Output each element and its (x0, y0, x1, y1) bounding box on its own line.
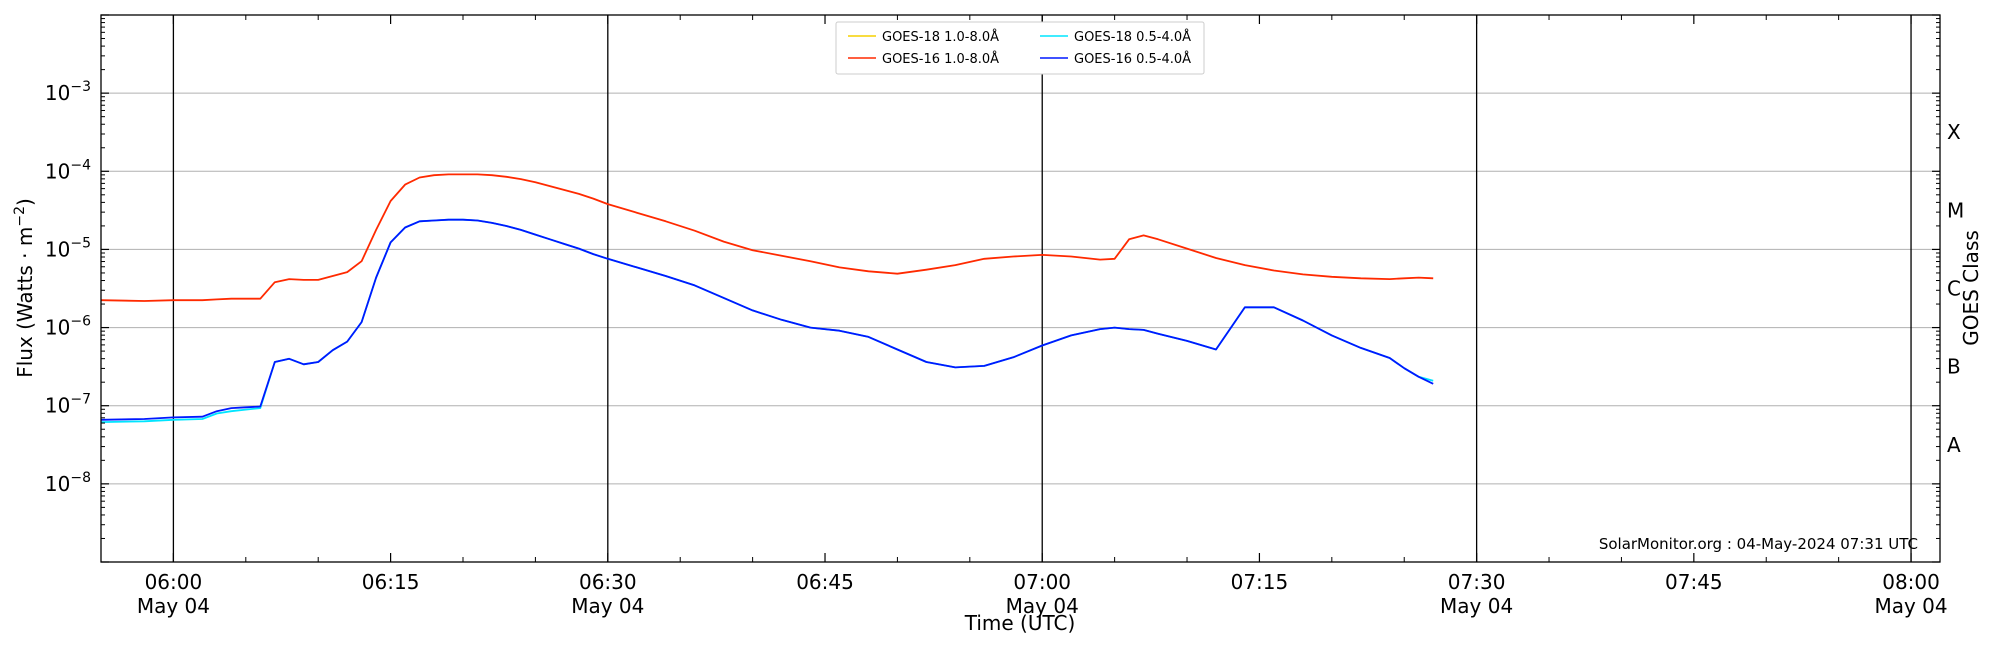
grid-layer (101, 92, 1940, 485)
legend: GOES-18 1.0-8.0Å GOES-16 1.0-8.0Å GOES-18 … (835, 21, 1205, 75)
solarmonitor-watermark: SolarMonitor.org : 04-May-2024 07:31 UTC (1599, 535, 1918, 553)
goes-class-label: A (1947, 433, 1961, 457)
x-tick-label: 08:00 (1882, 570, 1940, 594)
vertical-day-lines (172, 15, 1912, 562)
y-tick-label-exponent: −3 (70, 79, 91, 95)
x-tick-label: 06:00 (145, 570, 203, 594)
plot-frame (100, 14, 1941, 563)
y-tick-label: 10−5 (45, 235, 91, 261)
x-tick-date-label: May 04 (1006, 594, 1079, 618)
y-axis-title: Flux (Watts · m−2) (12, 198, 37, 378)
y-tick-label-exponent: −6 (70, 314, 91, 330)
y-tick-label-base: 10 (45, 159, 70, 183)
x-tick-date-label: May 04 (1440, 594, 1513, 618)
goes-class-label: B (1947, 355, 1961, 379)
y-tick-label-exponent: −7 (70, 392, 91, 408)
x-tick-label: 07:30 (1448, 570, 1506, 594)
y-tick-label: 10−3 (45, 79, 91, 105)
legend-label: GOES-16 0.5-4.0Å (1074, 51, 1191, 67)
legend-box (835, 21, 1205, 75)
y-tick-label-exponent: −4 (70, 157, 91, 173)
y-tick-label-base: 10 (45, 394, 70, 418)
y-axis-title-main: Flux (Watts · m (13, 227, 37, 378)
x-tick-label: 07:15 (1231, 570, 1289, 594)
y-tick-label-base: 10 (45, 237, 70, 261)
tick-layer (100, 14, 1940, 563)
x-tick-date-label: May 04 (1874, 594, 1947, 618)
y-tick-label-base: 10 (45, 81, 70, 105)
series-line-2 (100, 218, 1434, 421)
y-tick-label-exponent: −8 (70, 470, 91, 486)
x-tick-label: 07:45 (1665, 570, 1723, 594)
goes-class-label: X (1947, 120, 1961, 144)
y-axis-title-close: ) (13, 198, 37, 206)
x-tick-label: 07:00 (1013, 570, 1071, 594)
y-tick-label: 10−6 (45, 314, 91, 340)
legend-label: GOES-18 0.5-4.0Å (1074, 29, 1191, 45)
goes-class-label: C (1947, 277, 1961, 301)
y-axis-title-exponent: −2 (12, 206, 28, 227)
y-tick-label: 10−8 (45, 470, 91, 496)
x-tick-label: 06:45 (796, 570, 854, 594)
right-axis-title: GOES Class (1959, 230, 1983, 346)
legend-label: GOES-16 1.0-8.0Å (882, 51, 999, 67)
x-tick-date-label: May 04 (137, 594, 210, 618)
series-layer (100, 173, 1434, 423)
y-tick-label: 10−7 (45, 392, 91, 418)
y-tick-label: 10−4 (45, 157, 91, 183)
legend-label: GOES-18 1.0-8.0Å (882, 29, 999, 45)
goes-class-label: M (1947, 198, 1964, 222)
x-axis-title: Time (UTC) (964, 611, 1076, 635)
x-tick-label: 06:15 (362, 570, 420, 594)
series-line-0 (100, 173, 1434, 302)
x-tick-label: 06:30 (579, 570, 637, 594)
x-tick-date-label: May 04 (571, 594, 644, 618)
y-tick-label-exponent: −5 (70, 235, 91, 251)
y-tick-label-base: 10 (45, 316, 70, 340)
y-tick-label-base: 10 (45, 472, 70, 496)
